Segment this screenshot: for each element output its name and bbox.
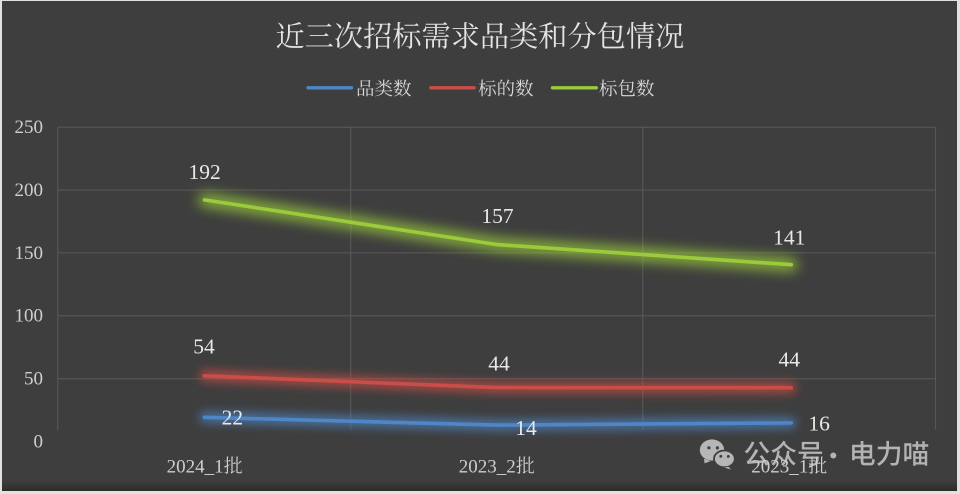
svg-text:44: 44	[488, 351, 510, 375]
svg-text:141: 141	[773, 225, 805, 249]
svg-text:192: 192	[188, 160, 220, 184]
svg-text:150: 150	[15, 243, 44, 264]
svg-text:22: 22	[222, 406, 244, 430]
svg-text:0: 0	[34, 431, 44, 452]
svg-text:2024_1: 2024_1	[167, 456, 224, 477]
svg-text:14: 14	[515, 416, 537, 440]
svg-text:157: 157	[481, 204, 514, 228]
svg-text:100: 100	[15, 306, 44, 327]
svg-text:2023_1: 2023_1	[751, 456, 808, 477]
svg-text:250: 250	[15, 117, 44, 138]
svg-text:2023_2: 2023_2	[459, 456, 516, 477]
svg-text:54: 54	[193, 335, 215, 359]
svg-text:50: 50	[24, 369, 43, 390]
svg-text:44: 44	[778, 347, 800, 371]
svg-text:200: 200	[15, 180, 44, 201]
svg-text:16: 16	[808, 412, 830, 436]
